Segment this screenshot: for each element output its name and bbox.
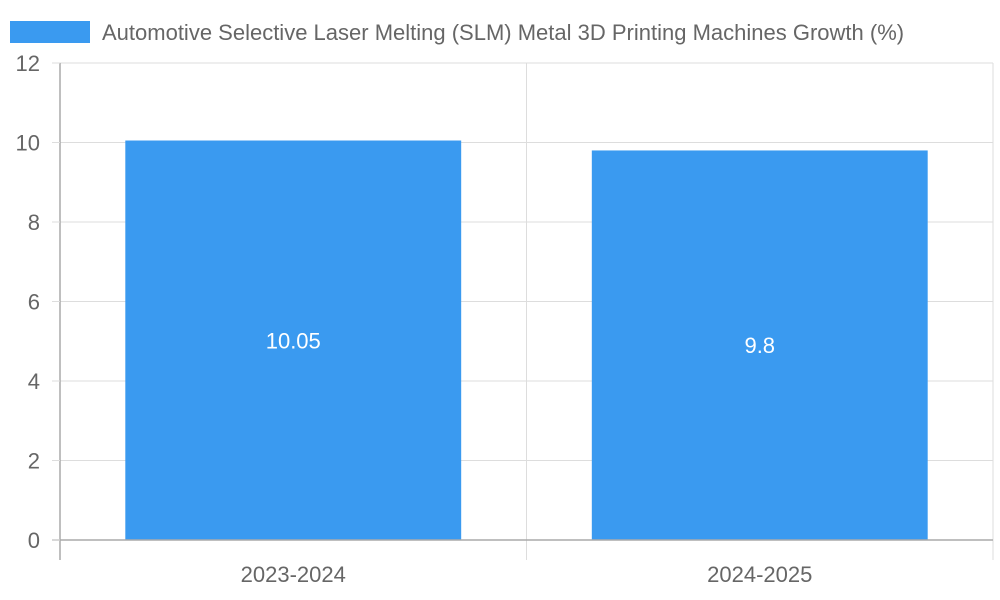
- legend-label: Automotive Selective Laser Melting (SLM)…: [102, 20, 904, 45]
- axes: [52, 63, 993, 560]
- x-tick-label: 2024-2025: [707, 562, 812, 587]
- data-labels: 10.05 9.8: [266, 328, 775, 358]
- bar[interactable]: [125, 140, 462, 540]
- y-tick-label: 2: [28, 449, 40, 474]
- bar-value-label: 9.8: [744, 333, 775, 358]
- y-tick-label: 0: [28, 528, 40, 553]
- y-tick-label: 6: [28, 290, 40, 315]
- x-tick-label: 2023-2024: [241, 562, 346, 587]
- y-tick-label: 4: [28, 369, 40, 394]
- y-tick-label: 8: [28, 210, 40, 235]
- y-tick-label: 10: [16, 131, 40, 156]
- legend[interactable]: Automotive Selective Laser Melting (SLM)…: [10, 20, 904, 45]
- bar[interactable]: [591, 150, 928, 540]
- bars: [125, 140, 928, 540]
- bar-value-label: 10.05: [266, 328, 321, 353]
- y-axis-ticks: 0 2 4 6 8 10 12: [16, 51, 60, 553]
- y-tick-label: 12: [16, 51, 40, 76]
- legend-swatch: [10, 21, 90, 43]
- x-axis-ticks: 2023-2024 2024-2025: [241, 562, 813, 587]
